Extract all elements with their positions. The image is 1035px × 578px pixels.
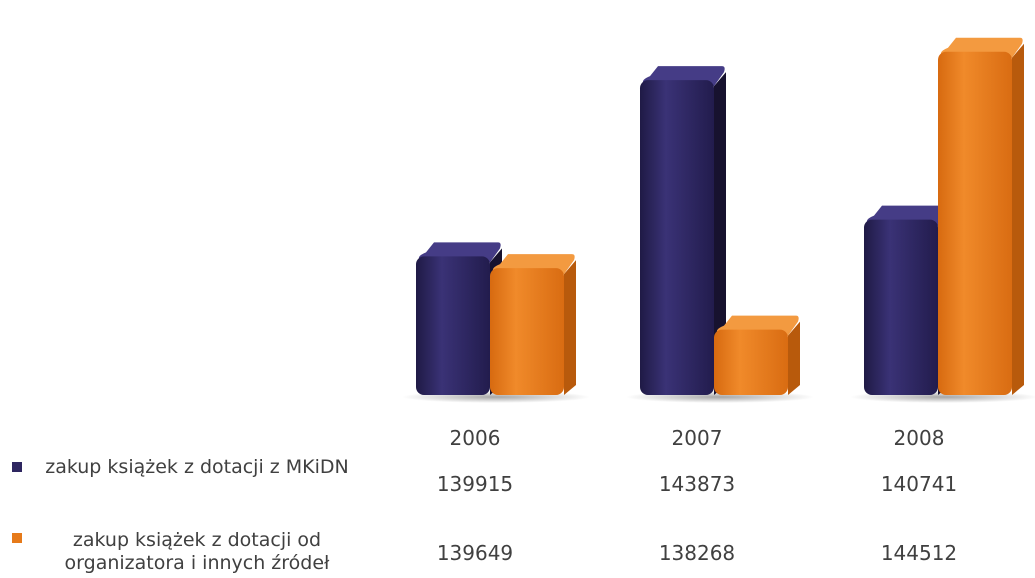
category-label-2008: 2008 xyxy=(893,426,945,450)
bar-front-face xyxy=(938,51,1012,395)
bar-side-face xyxy=(564,260,576,395)
bar-2006-series-2 xyxy=(490,254,576,395)
value-label: 139915 xyxy=(436,472,514,496)
value-label: 140741 xyxy=(880,472,958,496)
bar-2008-series-2 xyxy=(938,37,1024,395)
bar-2008-series-1 xyxy=(864,205,950,395)
legend-swatch-orange xyxy=(12,533,22,543)
bar-front-face xyxy=(416,256,490,395)
bar-2007-series-2 xyxy=(714,315,800,395)
bar-2007-series-1 xyxy=(640,66,726,395)
bar-side-face xyxy=(1012,43,1024,395)
value-label: 144512 xyxy=(880,541,958,565)
legend-swatch-navy xyxy=(12,462,22,472)
bar-side-face xyxy=(714,72,726,395)
value-label: 139649 xyxy=(436,541,514,565)
bar-side-face xyxy=(788,321,800,395)
value-label: 138268 xyxy=(658,541,736,565)
bar-2006-series-1 xyxy=(416,242,502,395)
bars-group xyxy=(416,37,1024,395)
legend-label: zakup książek z dotacji od organizatora … xyxy=(64,529,330,574)
bar-front-face xyxy=(640,80,714,395)
value-label: 143873 xyxy=(658,472,736,496)
bar-front-face xyxy=(490,268,564,395)
bar-front-face xyxy=(714,329,788,395)
category-label-2007: 2007 xyxy=(671,426,723,450)
bar-front-face xyxy=(864,219,938,395)
legend-label: zakup książek z dotacji z MKiDN xyxy=(45,456,349,478)
category-label-2006: 2006 xyxy=(449,426,501,450)
